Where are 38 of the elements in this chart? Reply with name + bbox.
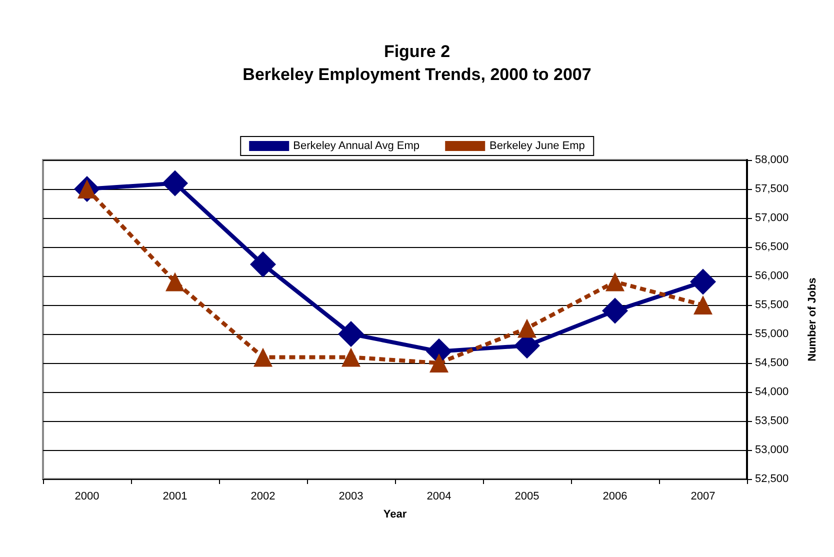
point (518, 318, 536, 338)
x-tick-label: 2007 (690, 490, 716, 502)
point (430, 354, 448, 372)
y-tick-label: 55,500 (755, 299, 789, 311)
point (250, 251, 276, 278)
y-tick-label: 53,500 (755, 415, 789, 427)
x-tick-label: 2002 (250, 490, 276, 502)
x-tick-label: 2000 (74, 490, 100, 502)
y-tick-label: 52,500 (755, 473, 789, 485)
y-tick-label: 54,500 (755, 357, 789, 369)
y-axis-title: Number of Jobs (806, 278, 818, 362)
x-tick-label: 2005 (514, 490, 540, 502)
x-axis-title: Year (383, 508, 408, 520)
y-tick-label: 56,500 (755, 241, 789, 253)
point (606, 272, 624, 292)
y-tick-label: 55,000 (755, 328, 789, 340)
point (162, 170, 188, 196)
point (166, 272, 184, 292)
x-tick-label: 2003 (338, 490, 364, 502)
legend-label: Berkeley Annual Avg Emp (293, 140, 420, 152)
legend-label: Berkeley June Emp (490, 140, 585, 152)
chart-title: Figure 2 (384, 42, 450, 61)
point (690, 268, 716, 295)
y-tick-label: 54,000 (755, 386, 789, 398)
point (342, 348, 360, 367)
point (338, 321, 364, 347)
x-tick-label: 2001 (162, 490, 188, 502)
point (602, 298, 628, 324)
x-tick-label: 2006 (602, 490, 628, 502)
y-tick-label: 57,000 (755, 212, 789, 224)
point (694, 296, 712, 314)
y-tick-label: 53,000 (755, 444, 789, 456)
y-tick-label: 58,000 (755, 154, 789, 166)
y-tick-label: 56,000 (755, 270, 789, 282)
x-tick-label: 2004 (426, 490, 452, 502)
point (254, 348, 272, 367)
chart-subtitle: Berkeley Employment Trends, 2000 to 2007 (242, 65, 592, 84)
y-tick-label: 57,500 (755, 183, 789, 195)
